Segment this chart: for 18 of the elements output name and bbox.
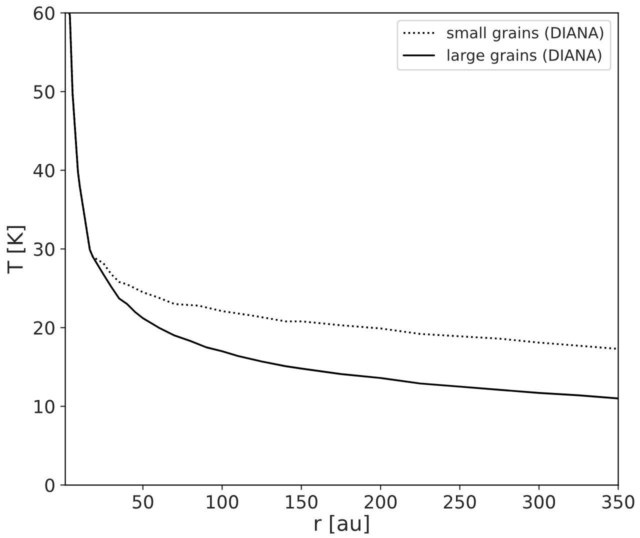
x-tick-label: 100 (206, 495, 238, 509)
x-tick-label: 300 (523, 495, 556, 509)
legend-label: large grains (DIANA) (448, 49, 602, 64)
legend-label: small grains (DIANA) (447, 26, 604, 42)
y-tick-label: 10 (34, 400, 54, 414)
y-axis-title: T [K] (6, 226, 26, 274)
y-tick-label: 40 (33, 164, 54, 178)
y-tick-label: 0 (45, 478, 54, 492)
x-tick-label: 50 (132, 495, 154, 509)
y-tick-label: 30 (34, 242, 54, 256)
y-tick-label: 60 (34, 6, 54, 20)
x-axis-title: r [au] (314, 514, 369, 534)
x-tick-label: 350 (602, 495, 634, 509)
y-tick-label: 20 (34, 321, 54, 335)
x-tick-label: 200 (364, 495, 397, 509)
y-tick-label: 50 (34, 85, 54, 99)
x-tick-label: 250 (444, 495, 476, 509)
x-tick-label: 150 (286, 495, 318, 509)
